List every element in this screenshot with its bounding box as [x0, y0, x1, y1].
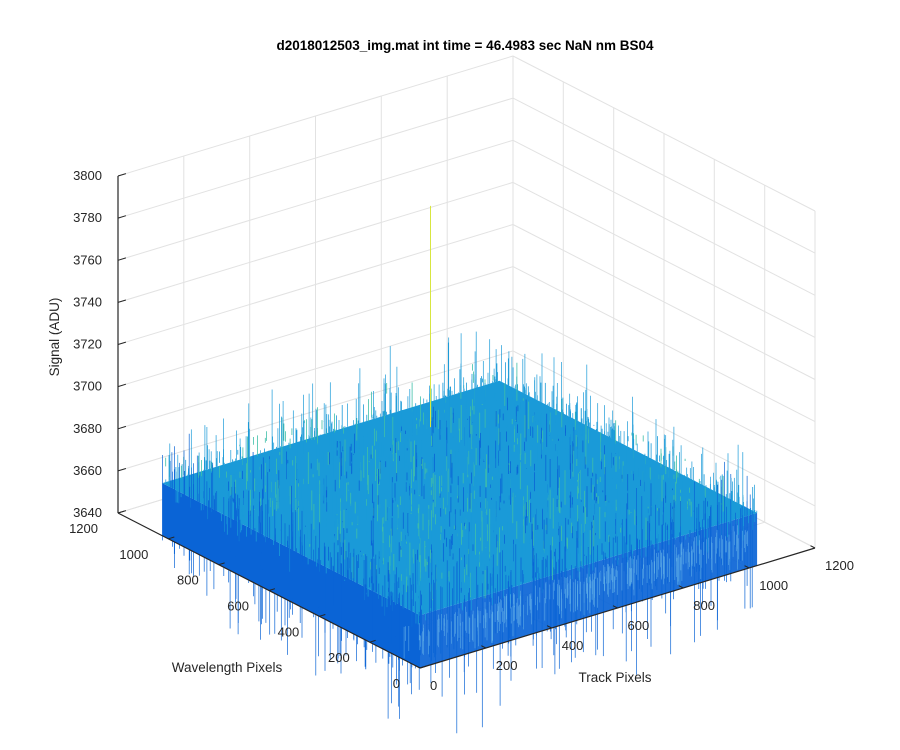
- x-tick-label: 200: [496, 658, 518, 673]
- y-tick-label: 1200: [69, 521, 98, 536]
- y-axis-tick: [319, 614, 326, 617]
- z-tick-label: 3640: [73, 505, 102, 520]
- surface-front-face: [420, 512, 758, 668]
- z-tick-label: 3780: [73, 210, 102, 225]
- z-tick-label: 3760: [73, 252, 102, 267]
- x-axis-tick: [481, 645, 487, 649]
- z-tick-label: 3740: [73, 294, 102, 309]
- y-axis-tick: [268, 588, 276, 591]
- x-tick-label: 400: [562, 638, 584, 653]
- x-axis-tick: [612, 605, 618, 609]
- surface-left-face: [162, 483, 421, 668]
- z-axis-tick: [117, 468, 127, 472]
- y-tick-label: 600: [227, 599, 249, 614]
- z-tick-label: 3700: [73, 379, 102, 394]
- axes-frame: [117, 173, 816, 669]
- z-axis-tick: [117, 383, 127, 388]
- chart-title: d2018012503_img.mat int time = 46.4983 s…: [276, 38, 654, 53]
- z-axis-tick: [117, 257, 127, 261]
- z-tick-label: 3660: [73, 463, 102, 478]
- y-axis-tick: [419, 665, 427, 669]
- x-tick-label: 0: [430, 678, 437, 693]
- y-tick-label: 200: [328, 650, 350, 665]
- x-axis-tick: [546, 625, 552, 629]
- y-axis-label: Wavelength Pixels: [172, 660, 283, 675]
- z-tick-label: 3680: [73, 421, 102, 436]
- z-axis-tick: [117, 299, 127, 303]
- x-axis-tick: [810, 545, 816, 549]
- y-tick-label: 0: [393, 676, 400, 691]
- y-axis-tick: [369, 639, 376, 643]
- y-axis-tick: [168, 536, 175, 540]
- x-axis-tick: [415, 665, 421, 669]
- surface-body: [162, 205, 758, 734]
- z-axis-tick: [117, 510, 127, 514]
- y-tick-label: 1000: [119, 547, 148, 562]
- x-axis-label: Track Pixels: [578, 670, 651, 685]
- z-axis-tick: [117, 425, 127, 430]
- z-tick-label: 3800: [73, 168, 102, 183]
- z-axis-label: Signal (ADU): [47, 298, 62, 377]
- x-axis-tick: [678, 585, 684, 589]
- x-tick-label: 1000: [759, 578, 788, 593]
- x-tick-label: 800: [693, 598, 715, 613]
- z-tick-label: 3720: [73, 337, 102, 352]
- z-axis-tick: [117, 173, 127, 177]
- x-tick-label: 1200: [825, 558, 854, 573]
- y-tick-label: 800: [177, 573, 199, 588]
- y-tick-label: 400: [278, 624, 300, 639]
- z-axis-tick: [117, 341, 127, 345]
- x-tick-label: 600: [628, 618, 650, 633]
- z-axis-tick: [117, 215, 127, 219]
- y-axis-tick: [218, 562, 225, 566]
- tick-labels: 0 200 400 600 800 1000 1200 0 200 400 600 800 1000 12…: [69, 168, 854, 693]
- x-axis-tick: [744, 565, 750, 569]
